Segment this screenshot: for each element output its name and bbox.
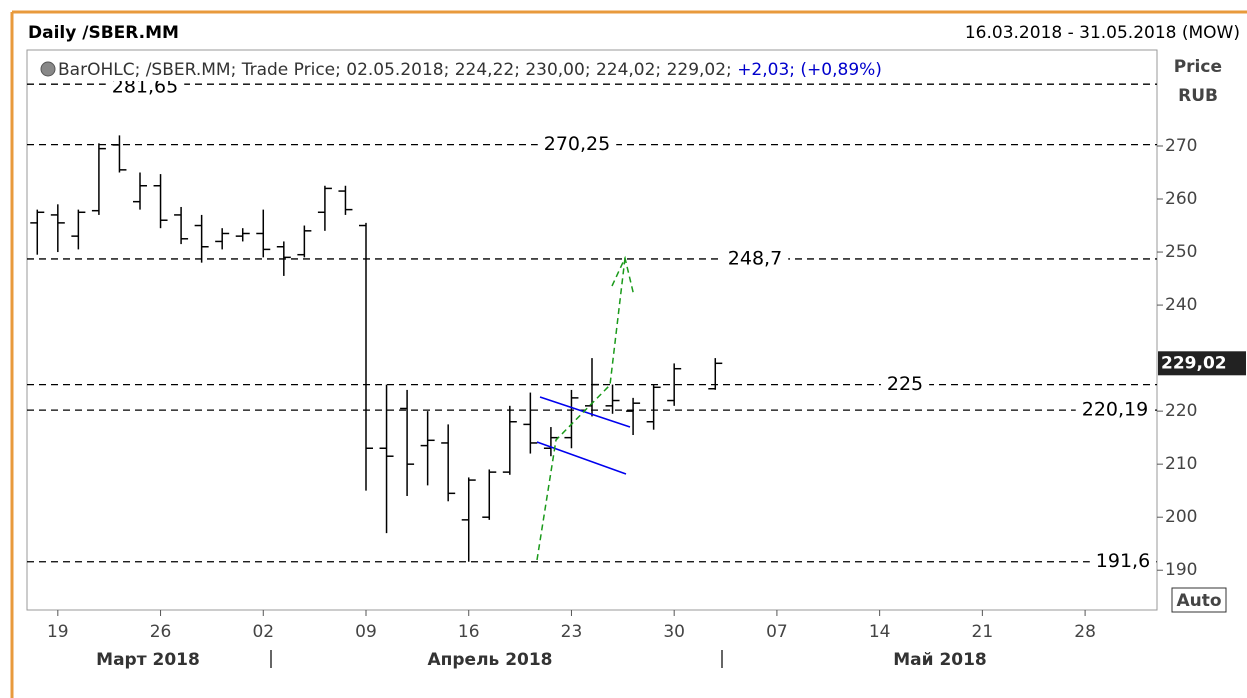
- x-tick-label: 09: [355, 622, 377, 642]
- month-label: Апрель 2018: [427, 650, 552, 670]
- level-label-bg: [1089, 550, 1157, 573]
- legend-icon: [40, 61, 56, 77]
- level-label-bg: [721, 247, 789, 270]
- level-label: 270,25: [544, 133, 610, 155]
- channel-line: [536, 441, 627, 475]
- last-price-label: 229,02: [1161, 353, 1227, 373]
- y-tick-label: 190: [1165, 560, 1197, 580]
- level-label-bg: [1075, 399, 1155, 422]
- levels: 281,65 270,25 248,7 225 220,19 191,6: [27, 73, 1157, 573]
- x-tick-label: 14: [869, 622, 891, 642]
- auto-button[interactable]: [1171, 587, 1227, 613]
- level-label: 281,65: [112, 76, 178, 98]
- level-label: 220,19: [1082, 399, 1148, 421]
- x-tick-label: 16: [458, 622, 480, 642]
- forecast-arrowhead: [611, 255, 635, 297]
- y-tick-label: 270: [1165, 136, 1197, 156]
- x-tick-label: 21: [972, 622, 994, 642]
- y-tick-label: 220: [1165, 401, 1197, 421]
- level-label-bg: [537, 133, 617, 156]
- level-label: 225: [887, 373, 923, 395]
- date-range: 16.03.2018 - 31.05.2018 (MOW): [965, 23, 1240, 43]
- y-tick-label: 260: [1165, 189, 1197, 209]
- y-tick-label: 200: [1165, 507, 1197, 527]
- y-axis-label: Price: [1174, 57, 1222, 77]
- y-tick-label: 210: [1165, 454, 1197, 474]
- level-label: 191,6: [1096, 550, 1150, 572]
- last-price-box: [1158, 351, 1246, 376]
- y-tick-label: 240: [1165, 295, 1197, 315]
- y-axis-unit: RUB: [1178, 86, 1218, 106]
- level-label-bg: [880, 373, 930, 396]
- x-tick-label: 26: [150, 622, 172, 642]
- channel-line: [539, 396, 631, 428]
- auto-button-label[interactable]: Auto: [1176, 591, 1221, 611]
- month-label: Март 2018: [96, 650, 200, 670]
- x-tick-label: 30: [663, 622, 685, 642]
- level-label: 248,7: [728, 247, 782, 269]
- chart-title: Daily /SBER.MM: [28, 23, 179, 43]
- y-tick-label: 250: [1165, 242, 1197, 262]
- forecast-arrow: [536, 257, 626, 561]
- legend-change: +2,03; (+0,89%): [737, 60, 882, 80]
- legend-info-text: BarOHLC; /SBER.MM; Trade Price; 02.05.20…: [58, 60, 732, 80]
- bars: [30, 135, 723, 562]
- x-tick-label: 28: [1074, 622, 1096, 642]
- drawings: [536, 255, 635, 561]
- x-tick-label: 02: [252, 622, 274, 642]
- month-label: Май 2018: [893, 650, 987, 670]
- x-tick-label: 19: [47, 622, 69, 642]
- x-tick-label: 07: [766, 622, 788, 642]
- legend-bg: [36, 55, 1016, 81]
- x-tick-label: 23: [561, 622, 583, 642]
- legend-info: BarOHLC; /SBER.MM; Trade Price; 02.05.20…: [58, 60, 882, 80]
